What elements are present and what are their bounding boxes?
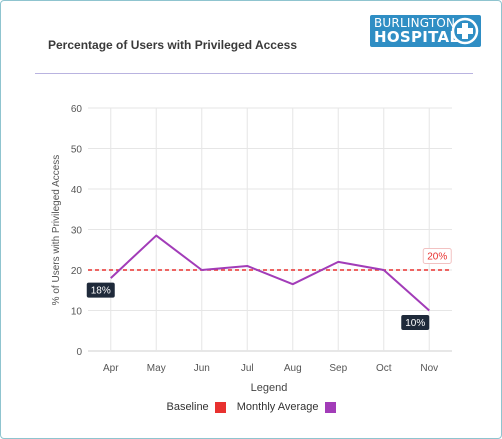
- series-layer: [88, 234, 452, 312]
- y-tick-label: 20: [71, 266, 83, 277]
- line-chart: 0 10 20 30 40 50 60 Apr May Jun Jul Aug Sep Oct Nov 1…: [51, 104, 452, 394]
- legend-swatch-monthly-average: [324, 401, 336, 413]
- x-tick-label: Nov: [420, 363, 438, 374]
- x-tick-label: Apr: [103, 363, 119, 374]
- y-axis-label: % of Users with Privileged Access: [51, 155, 62, 306]
- chart-grid: [88, 107, 452, 352]
- legend-label-baseline: Baseline: [166, 401, 209, 413]
- y-tick-label: 60: [71, 104, 83, 115]
- x-axis: Apr May Jun Jul Aug Sep Oct Nov: [103, 363, 438, 374]
- y-tick-label: 50: [71, 145, 83, 156]
- y-tick-label: 30: [71, 226, 83, 237]
- x-tick-label: Sep: [329, 363, 347, 374]
- data-label-box: [86, 282, 115, 298]
- data-label-text: 10%: [405, 318, 425, 329]
- annotation-layer: 18% 10% 20%: [86, 248, 452, 330]
- medical-cross-icon: [451, 17, 479, 45]
- x-tick-label: Oct: [376, 363, 392, 374]
- header-divider: [35, 73, 473, 74]
- data-label: 20%: [422, 248, 452, 264]
- data-label-text: 18%: [91, 286, 111, 297]
- legend-label-monthly-average: Monthly Average: [236, 401, 319, 413]
- series-line-monthly-average: [110, 234, 430, 312]
- hospital-logo: BURLINGTON HOSPITAL: [370, 15, 481, 47]
- x-tick-label: Jul: [241, 363, 254, 374]
- y-axis: 0 10 20 30 40 50 60: [71, 104, 83, 358]
- y-tick-label: 0: [76, 347, 82, 358]
- data-label-text: 20%: [427, 252, 447, 263]
- x-tick-label: Aug: [284, 363, 302, 374]
- logo-line-1: BURLINGTON: [374, 16, 456, 30]
- legend-swatch-baseline: [214, 401, 226, 413]
- y-tick-label: 40: [71, 185, 83, 196]
- x-tick-label: Jun: [194, 363, 210, 374]
- data-label-box: [401, 315, 430, 330]
- legend-item-baseline[interactable]: Baseline: [166, 401, 226, 413]
- x-axis-label: Legend: [251, 382, 288, 394]
- legend-item-monthly-average[interactable]: Monthly Average: [237, 401, 336, 413]
- chart-legend: Baseline Monthly Average: [0, 401, 502, 413]
- data-label: 18%: [86, 282, 115, 298]
- y-tick-label: 10: [71, 307, 83, 318]
- chart-title: Percentage of Users with Privileged Acce…: [48, 38, 297, 52]
- data-label: 10%: [401, 315, 430, 330]
- x-tick-label: May: [147, 363, 166, 374]
- logo-line-2: HOSPITAL: [374, 28, 460, 46]
- data-label-box: [422, 248, 452, 264]
